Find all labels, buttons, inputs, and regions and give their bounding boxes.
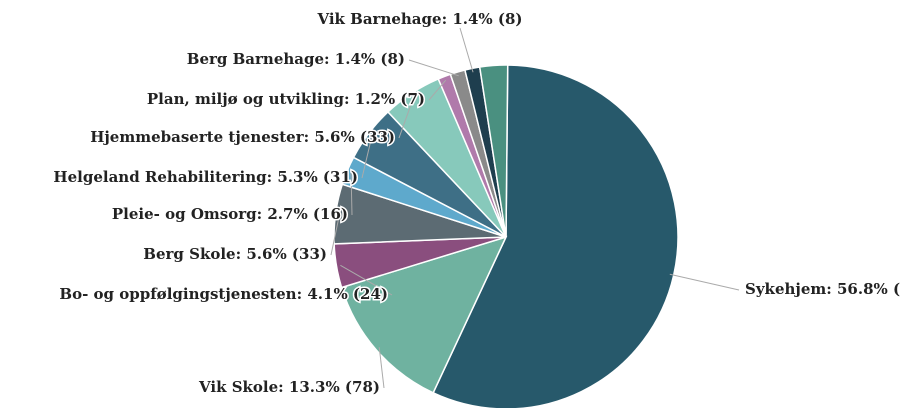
leader-line [669, 273, 740, 291]
slice-label: Pleie- og Omsorg: 2.7% (16) [112, 205, 348, 223]
leader-line [408, 59, 459, 77]
pie-slice [340, 235, 508, 394]
pie-slice [478, 64, 509, 238]
slice-label: Vik Skole: 13.3% (78) [198, 378, 380, 396]
slice-label: Bo- og oppfølgingstjenesten: 4.1% (24) [59, 285, 388, 303]
leader-line [428, 79, 447, 101]
leader-line [398, 96, 415, 139]
leader-line [459, 27, 474, 73]
slice-label: Vik Barnehage: 1.4% (8) [316, 10, 522, 28]
slice-label: Hjemmebaserte tjenester: 5.6% (33) [90, 128, 395, 146]
slice-label: Plan, miljø og utvikling: 1.2% (7) [147, 90, 425, 108]
leader-line [330, 214, 341, 256]
slice-label: Berg Skole: 5.6% (33) [143, 245, 327, 263]
leader-line [361, 135, 373, 179]
slice-label: Sykehjem: 56.8% ( [745, 280, 900, 298]
leader-line [378, 347, 385, 389]
leader-line [340, 264, 393, 296]
leader-line [350, 172, 353, 216]
slice-label: Berg Barnehage: 1.4% (8) [187, 50, 405, 68]
slice-label: Helgeland Rehabilitering: 5.3% (31) [53, 168, 358, 186]
